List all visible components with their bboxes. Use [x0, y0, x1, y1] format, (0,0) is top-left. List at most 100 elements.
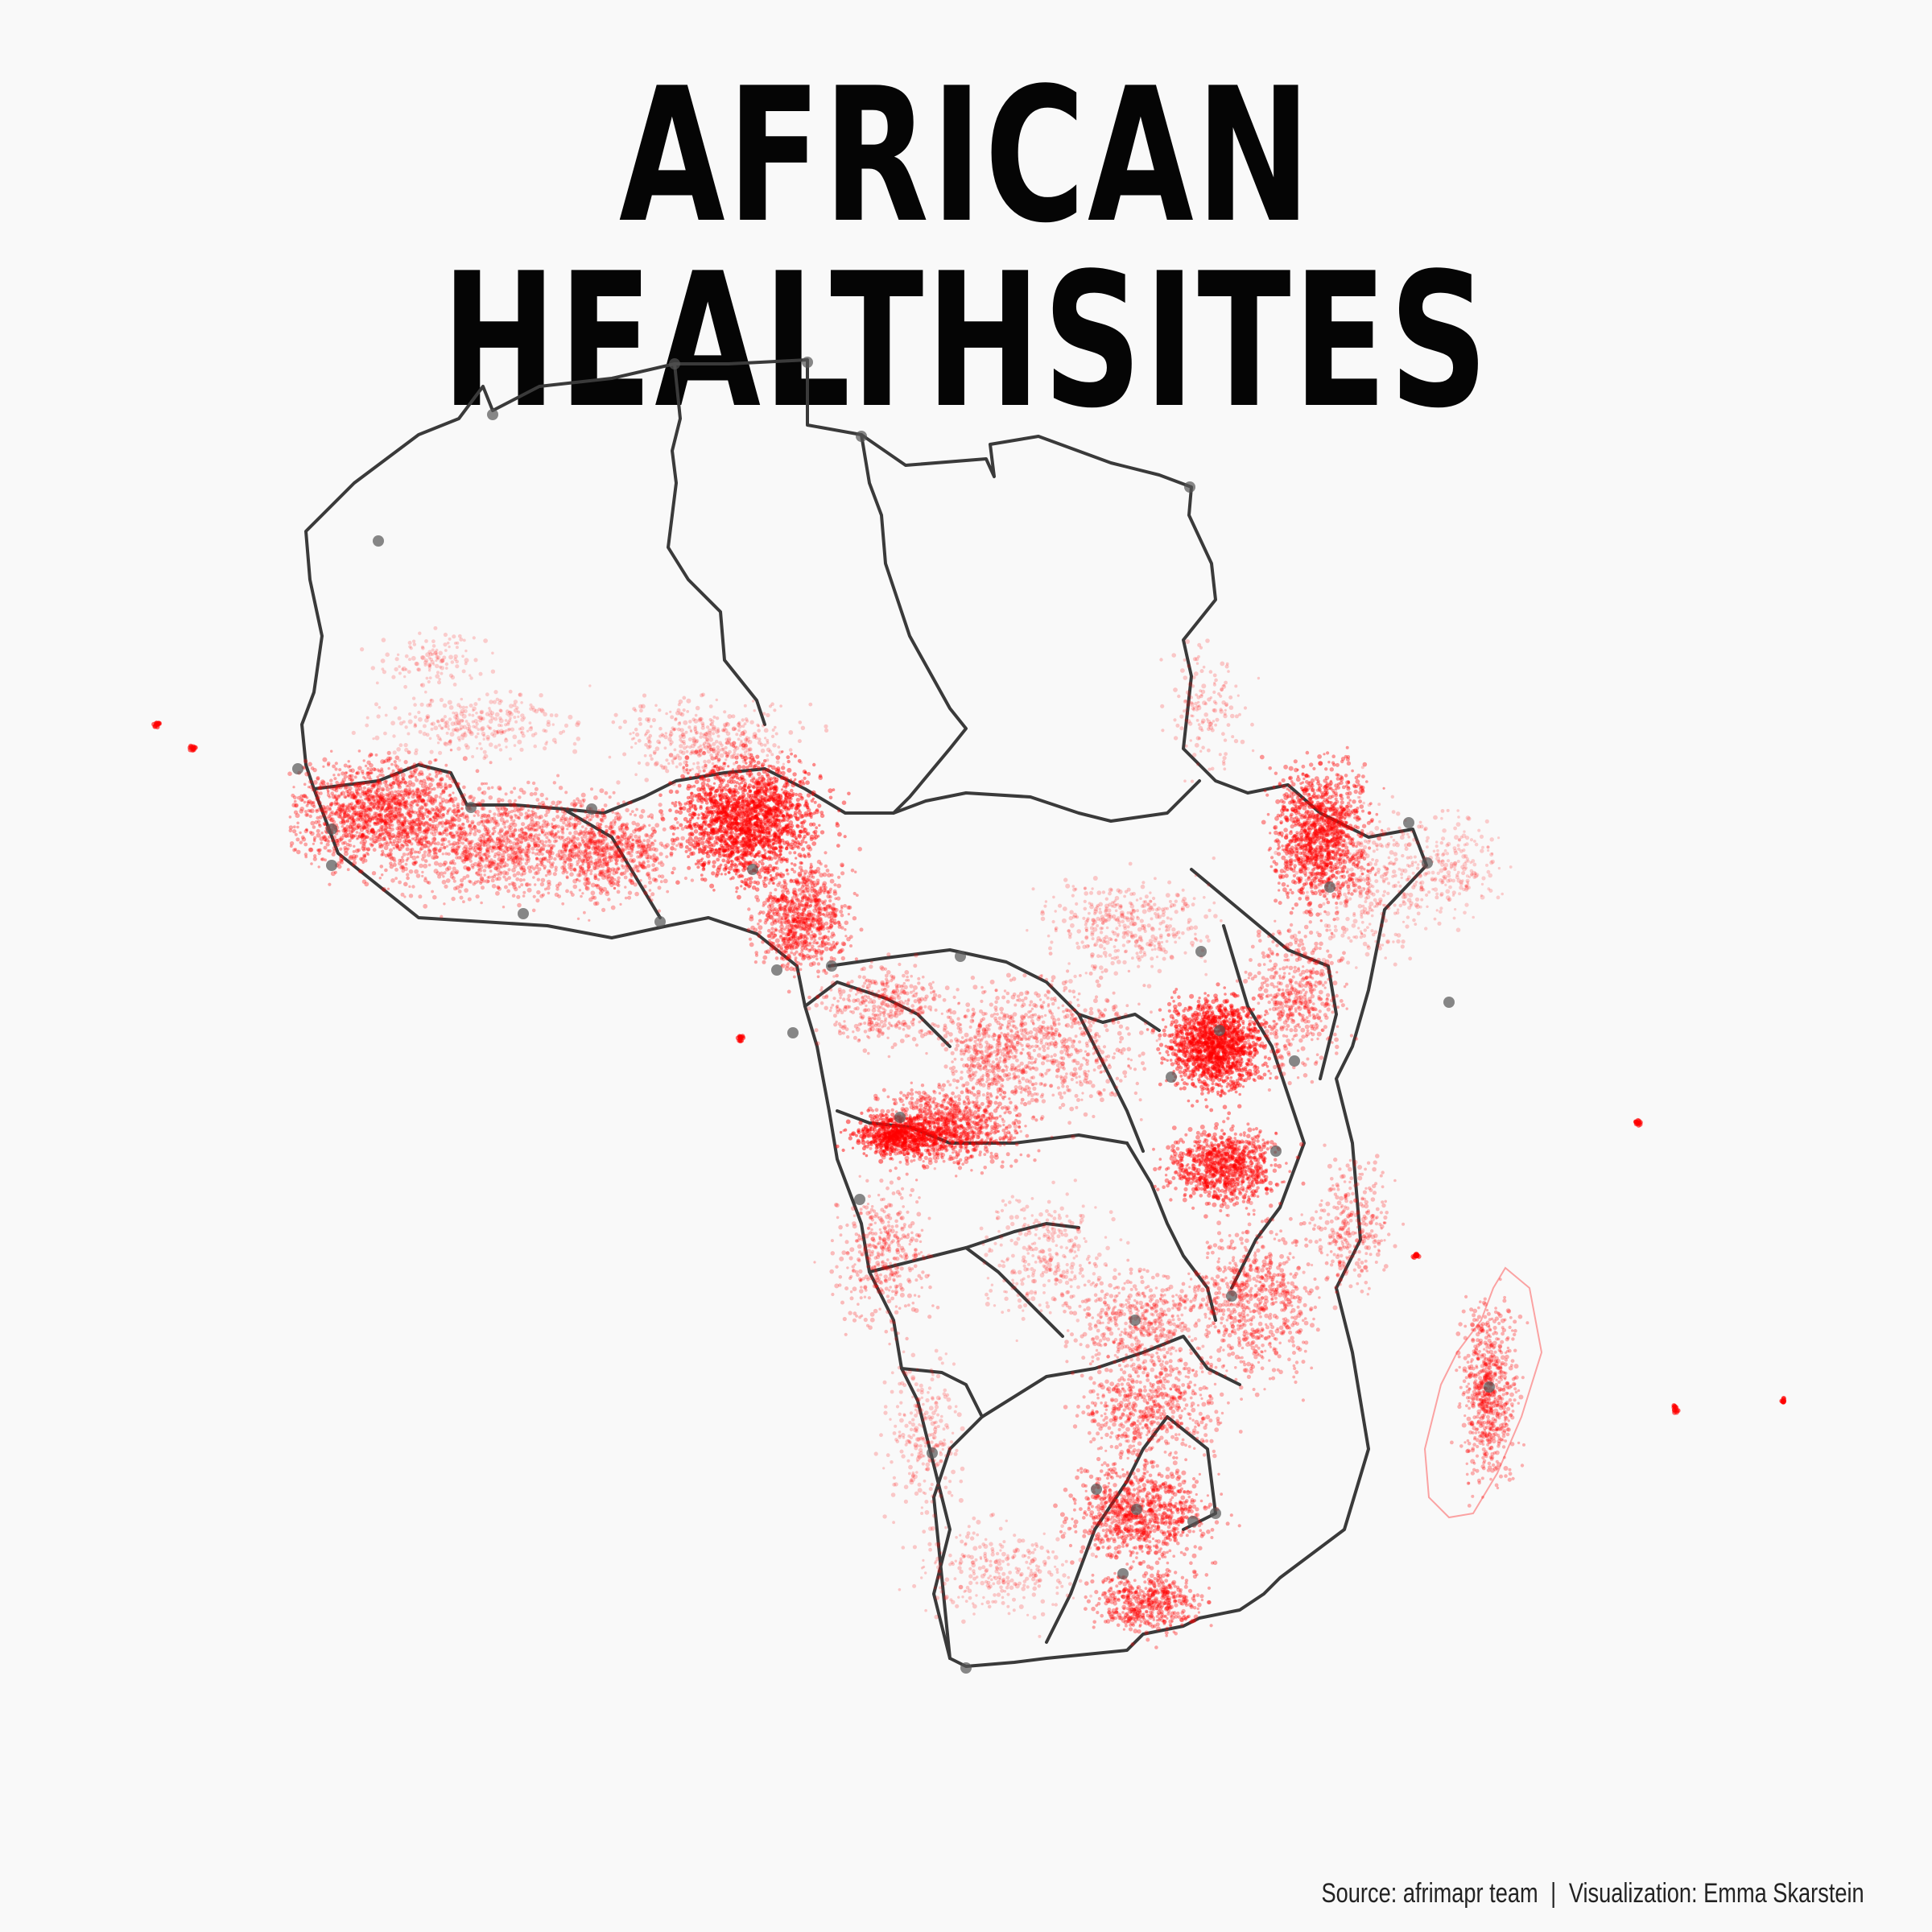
healthsite-point: [551, 863, 554, 866]
healthsite-point: [576, 873, 580, 877]
healthsite-point: [332, 835, 336, 839]
healthsite-point: [362, 853, 366, 857]
healthsite-point: [603, 850, 607, 854]
healthsite-point: [599, 891, 603, 895]
healthsite-point: [443, 846, 447, 850]
healthsite-point: [557, 830, 560, 833]
healthsite-point: [617, 811, 619, 814]
healthsite-point: [503, 806, 506, 809]
healthsite-point: [625, 808, 629, 812]
healthsite-point: [421, 857, 425, 861]
healthsite-point: [409, 869, 414, 874]
healthsite-point: [608, 825, 613, 830]
healthsite-point: [383, 836, 386, 839]
healthsite-point: [407, 840, 411, 844]
healthsite-point: [456, 810, 460, 814]
healthsite-point: [350, 836, 353, 840]
healthsite-point: [597, 878, 601, 881]
healthsite-point: [339, 848, 342, 851]
healthsite-point: [506, 832, 510, 835]
healthsite-point: [635, 823, 640, 828]
healthsite-point: [389, 824, 392, 827]
healthsite-point: [423, 904, 427, 909]
healthsite-point: [577, 918, 580, 920]
healthsite-point: [441, 843, 444, 846]
healthsite-point: [578, 880, 580, 882]
healthsite-point: [423, 850, 427, 853]
healthsite-point: [491, 878, 495, 882]
healthsite-point: [586, 852, 588, 854]
healthsite-point: [583, 830, 587, 834]
healthsite-point: [625, 827, 629, 831]
healthsite-point: [349, 825, 353, 829]
healthsite-point: [314, 820, 318, 824]
healthsite-point: [556, 774, 559, 778]
healthsite-point: [452, 809, 456, 813]
healthsite-point: [592, 866, 597, 870]
healthsite-point: [328, 795, 331, 798]
healthsite-point: [449, 832, 452, 835]
healthsite-point: [489, 869, 493, 873]
healthsite-point: [377, 768, 380, 771]
healthsite-point: [310, 821, 315, 826]
healthsite-point: [303, 783, 307, 786]
healthsite-point: [526, 781, 530, 785]
healthsite-point: [544, 857, 547, 860]
healthsite-point: [428, 864, 431, 867]
healthsite-point: [393, 860, 396, 863]
healthsite-point: [479, 850, 482, 853]
healthsite-point: [531, 852, 535, 855]
healthsite-point: [341, 809, 346, 814]
healthsite-point: [465, 855, 469, 858]
healthsite-point: [516, 808, 521, 813]
healthsite-point: [586, 816, 588, 819]
healthsite-point: [406, 832, 410, 836]
healthsite-point: [598, 873, 603, 877]
healthsite-point: [348, 760, 350, 762]
healthsite-point: [387, 767, 390, 770]
healthsite-point: [654, 848, 658, 852]
healthsite-point: [660, 880, 663, 883]
healthsite-point: [547, 892, 551, 895]
healthsite-point: [331, 839, 334, 842]
healthsite-point: [651, 863, 655, 867]
healthsite-point: [375, 753, 378, 757]
healthsite-point: [387, 854, 390, 857]
healthsite-point: [607, 898, 610, 901]
healthsite-point: [566, 828, 568, 830]
healthsite-point: [513, 786, 516, 790]
healthsite-point: [409, 848, 412, 852]
healthsite-point: [463, 827, 466, 830]
healthsite-point: [538, 867, 542, 871]
healthsite-point: [503, 851, 506, 854]
healthsite-point: [364, 881, 369, 886]
healthsite-point: [499, 813, 503, 817]
healthsite-point: [646, 872, 650, 876]
healthsite-point: [332, 846, 336, 850]
healthsite-point: [629, 878, 632, 881]
healthsite-point: [399, 767, 403, 771]
healthsite-point: [319, 815, 323, 819]
healthsite-point: [416, 795, 421, 799]
healthsite-point: [556, 810, 559, 813]
healthsite-point: [541, 801, 545, 805]
healthsite-point: [477, 786, 481, 791]
healthsite-point: [360, 828, 364, 832]
healthsite-point: [545, 836, 548, 839]
healthsite-point: [542, 823, 547, 828]
healthsite-point: [543, 867, 546, 869]
healthsite-point: [646, 853, 649, 856]
healthsite-point: [453, 880, 456, 883]
healthsite-point: [451, 897, 455, 901]
healthsite-point: [492, 884, 497, 889]
healthsite-point: [429, 818, 432, 821]
healthsite-point: [601, 808, 605, 812]
healthsite-point: [561, 902, 564, 906]
country-borders: [302, 360, 1426, 1666]
healthsite-point: [491, 786, 494, 790]
healthsite-point: [409, 827, 413, 831]
healthsite-point: [323, 836, 328, 841]
healthsite-point: [299, 795, 303, 799]
healthsite-point: [423, 864, 427, 869]
